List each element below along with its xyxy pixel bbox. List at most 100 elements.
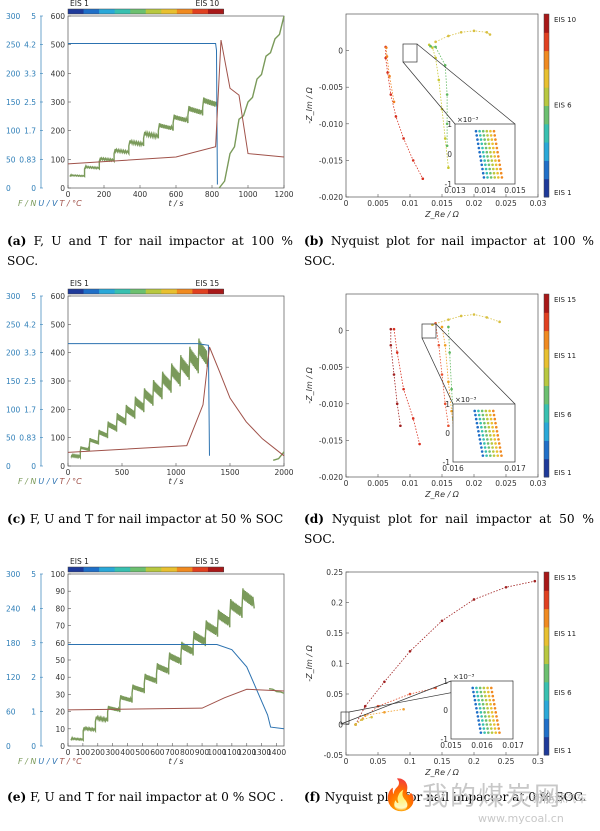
inset-point bbox=[494, 425, 498, 429]
inset-point bbox=[480, 425, 483, 429]
x-tick-label: 0.3 bbox=[532, 757, 544, 766]
inset-point bbox=[487, 731, 490, 734]
nyquist-point bbox=[447, 424, 450, 428]
colorbar-segment bbox=[68, 289, 85, 294]
inset-point bbox=[485, 454, 488, 457]
colorbar-segment bbox=[544, 87, 549, 106]
x-tick-label: 0.05 bbox=[370, 757, 387, 766]
inset-point bbox=[492, 129, 496, 133]
nyquist-point bbox=[411, 159, 415, 162]
voltage-tick-label: 4.2 bbox=[24, 41, 36, 50]
temperature-tick-label: 20 bbox=[55, 708, 65, 717]
inset-point bbox=[475, 134, 479, 137]
inset-point bbox=[487, 711, 490, 714]
inset-point bbox=[482, 134, 486, 137]
caption-e-label: (e) bbox=[7, 790, 27, 804]
inset-point bbox=[497, 442, 501, 445]
caption-e: (e) F, U and T for nail impactor at 0 % … bbox=[7, 787, 293, 807]
nyquist-series bbox=[385, 47, 395, 102]
nyquist-point bbox=[434, 40, 437, 44]
nyquist-point bbox=[392, 373, 396, 376]
inset-point bbox=[485, 413, 488, 417]
x-tick-label: 1400 bbox=[267, 748, 286, 757]
inset-point bbox=[490, 686, 493, 690]
colorbar-segment bbox=[176, 567, 193, 572]
inset-point bbox=[491, 425, 494, 429]
x-tick-label: 500 bbox=[115, 468, 130, 477]
inset-point bbox=[489, 454, 492, 457]
nyquist-point bbox=[402, 707, 405, 711]
inset-point bbox=[490, 731, 494, 734]
y-axes-legend-item: U / V bbox=[38, 199, 58, 208]
voltage-tick-label: 4.2 bbox=[24, 320, 36, 329]
x-tick-label: 1300 bbox=[252, 748, 271, 757]
inset-point bbox=[475, 421, 479, 425]
temperature-tick-label: 60 bbox=[55, 639, 65, 648]
inset-point bbox=[478, 129, 481, 133]
inset-point bbox=[480, 446, 483, 449]
nyquist-point bbox=[472, 598, 476, 601]
inset-point bbox=[491, 715, 495, 718]
x-tick-label: 0.015 bbox=[431, 199, 453, 208]
caption-d-label: (d) bbox=[304, 512, 325, 526]
panel-e: EIS 1 EIS 1506012018024030001234501020304… bbox=[6, 557, 286, 766]
inset-point bbox=[496, 171, 499, 175]
inset-point bbox=[489, 176, 493, 179]
colorbar-label: EIS 6 bbox=[554, 689, 572, 697]
temperature-tick-label: 100 bbox=[51, 434, 66, 443]
x-axis-label: Z_Re / Ω bbox=[424, 768, 460, 777]
x-tick-label: 1000 bbox=[207, 748, 226, 757]
colorbar-frame bbox=[543, 293, 550, 478]
voltage-tick-label: 1 bbox=[31, 708, 36, 717]
force-tick-label: 60 bbox=[6, 708, 16, 717]
inset-point bbox=[499, 167, 502, 171]
panel-b: 0 0.005 0.01 0.015 0.02 0.025 0.03 -0.020 -0.015… bbox=[305, 13, 576, 219]
zoom-connector bbox=[435, 323, 516, 405]
x-tick-label: 0 bbox=[66, 748, 71, 757]
caption-d: (d) Nyquist plot for nail impactor at 50… bbox=[304, 509, 594, 549]
inset-x-tick-label: 0.015 bbox=[440, 741, 462, 750]
inset-point bbox=[475, 711, 479, 714]
nyquist-point bbox=[504, 585, 508, 589]
x-tick-label: 0.15 bbox=[434, 757, 451, 766]
force-tick-label: 300 bbox=[6, 292, 21, 301]
caption-e-text: F, U and T for nail impactor at 0 % SOC … bbox=[30, 790, 284, 804]
inset-point bbox=[486, 706, 489, 710]
inset-point bbox=[484, 694, 487, 698]
x-tick-label: 0 bbox=[344, 479, 349, 488]
inset-point bbox=[472, 694, 476, 698]
y-tick-label: 0 bbox=[338, 721, 343, 730]
colorbar-segment bbox=[544, 312, 549, 332]
inset-point bbox=[482, 417, 485, 421]
inset-point bbox=[486, 155, 489, 158]
zoom-region bbox=[340, 711, 350, 725]
inset-point bbox=[497, 727, 501, 730]
y-tick-label: 0.1 bbox=[331, 660, 343, 669]
voltage-tick-label: 4 bbox=[31, 604, 36, 613]
inset-point bbox=[476, 694, 480, 698]
voltage-tick-label: 3 bbox=[31, 639, 36, 648]
inset-point bbox=[483, 138, 486, 141]
inset-point bbox=[485, 129, 489, 133]
colorbar-segment bbox=[544, 142, 549, 161]
voltage-tick-label: 5 bbox=[31, 570, 36, 579]
nyquist-point bbox=[498, 320, 501, 324]
x-axis-label: t / s bbox=[168, 757, 183, 766]
nyquist-point bbox=[533, 579, 537, 583]
colorbar-segment bbox=[544, 736, 549, 756]
nyquist-point bbox=[443, 137, 447, 140]
y-tick-label: -0.010 bbox=[319, 120, 343, 129]
colorbar-segment bbox=[544, 105, 549, 125]
inset-point bbox=[482, 176, 486, 179]
colorbar-segment bbox=[192, 567, 209, 572]
voltage-tick-label: 0 bbox=[31, 184, 36, 193]
inset-point bbox=[474, 129, 478, 133]
x-tick-label: 300 bbox=[106, 748, 121, 757]
inset-point bbox=[476, 138, 479, 141]
inset-point bbox=[477, 719, 480, 722]
x-tick-label: 0 bbox=[344, 199, 349, 208]
inset-point bbox=[488, 719, 492, 722]
inset-point bbox=[490, 727, 493, 730]
inset-point bbox=[478, 727, 482, 730]
nyquist-point bbox=[447, 380, 450, 384]
